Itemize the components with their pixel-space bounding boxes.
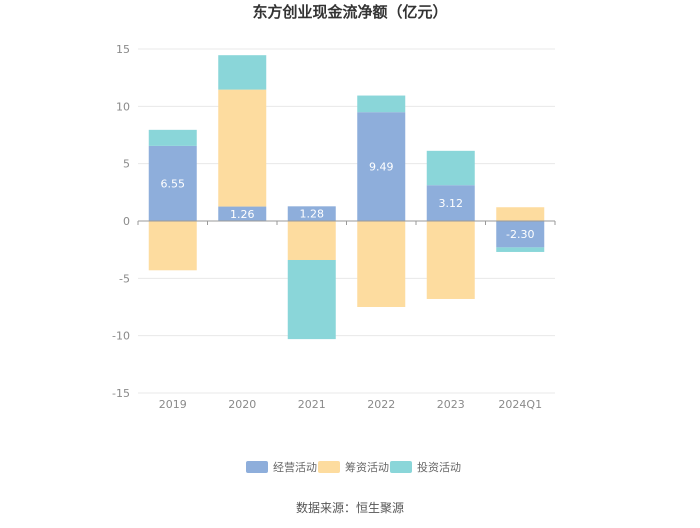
y-tick-label: 5 [123,158,130,171]
x-tick-label: 2023 [437,398,465,411]
bar-investing [148,129,197,146]
legend-label: 投资活动 [417,460,461,474]
bar-financing [218,89,267,207]
data-label: 3.12 [439,197,464,210]
bar-financing [357,221,406,307]
bar-operating [287,206,336,221]
bar-investing [426,150,475,186]
x-tick-label: 2022 [367,398,395,411]
legend: 经营活动 筹资活动 投资活动 [246,460,461,474]
data-label: 9.49 [369,161,394,174]
bar-financing [148,221,197,271]
x-tick-label: 2024Q1 [498,398,542,411]
x-tick-label: 2020 [228,398,256,411]
bar-operating [426,185,475,221]
bar-financing [496,207,545,221]
bars-layer [148,55,545,340]
data-label: -2.30 [506,228,534,241]
legend-swatch [390,461,412,473]
bar-operating [148,145,197,221]
bar-operating [357,112,406,221]
bar-investing [357,95,406,113]
bar-financing [287,221,336,260]
legend-item[interactable]: 投资活动 [390,460,461,474]
source-note: 数据来源：恒生聚源 [296,500,404,515]
data-labels-layer: 6.55 1.26 1.28 9.49 3.12 -2.30 [161,161,535,242]
legend-item[interactable]: 经营活动 [246,460,317,474]
bar-investing [218,55,267,90]
x-tick-label: 2021 [298,398,326,411]
bar-operating [496,221,545,248]
grid-layer [138,48,555,394]
y-tick-label: 10 [116,100,130,113]
y-tick-label: -5 [119,272,130,285]
chart-title: 东方创业现金流净额（亿元） [252,3,447,21]
bar-financing [426,221,475,299]
y-tick-label: -15 [112,387,130,400]
legend-label: 筹资活动 [345,460,389,474]
y-tick-label: -10 [112,330,130,343]
data-label: 1.26 [230,208,255,221]
data-label: 6.55 [161,177,186,190]
x-tick-label: 2019 [159,398,187,411]
x-axis: 2019 2020 2021 2022 2023 2024Q1 [137,220,556,411]
bar-investing [496,247,545,252]
legend-label: 经营活动 [273,460,317,474]
data-label: 1.28 [300,208,325,221]
legend-item[interactable]: 筹资活动 [318,460,389,474]
legend-swatch [318,461,340,473]
y-tick-label: 0 [123,215,130,228]
y-tick-label: 15 [116,43,130,56]
bar-investing [287,259,336,340]
legend-swatch [246,461,268,473]
y-axis: 15 10 5 0 -5 -10 -15 [112,43,130,400]
bar-operating [218,206,267,221]
